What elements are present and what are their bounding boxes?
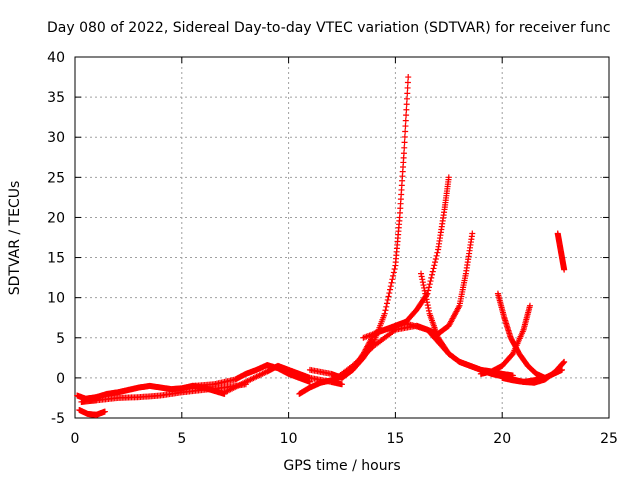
x-tick-label: 10 [280,431,298,447]
y-tick-label: 30 [47,130,65,146]
data-point [101,408,108,415]
data-point [428,274,435,281]
plot-frame [74,56,610,419]
data-point [560,359,567,366]
data-point [404,84,411,91]
data-point [425,304,432,311]
y-tick-label: 10 [47,291,65,307]
x-tick-label: 5 [177,431,186,447]
data-point [339,381,345,388]
data-point [431,262,438,269]
data-point [403,112,410,119]
data-point [427,278,434,285]
data-point [432,255,439,262]
series-track-f [296,74,412,397]
x-tick-label: 0 [71,431,80,447]
data-point [401,133,408,140]
data-point [389,276,396,283]
data-point [561,358,568,365]
data-point [425,307,432,314]
data-point [391,266,398,273]
data-point [433,252,440,259]
data-point [421,287,428,294]
series-track-n [554,230,568,273]
data-point [384,300,391,307]
series-track-d [189,362,313,389]
x-tick-label: 20 [493,431,511,447]
data-point [419,279,426,286]
data-point [430,265,437,272]
y-tick-label: 35 [47,90,65,106]
data-point [403,95,410,102]
data-point [434,249,441,256]
y-tick-label: -5 [51,411,65,427]
data-point [400,150,407,157]
data-point [422,290,429,297]
series-track-b [76,406,108,418]
data-point [429,271,436,278]
y-axis-label: SDTVAR / TECUs [7,181,23,296]
data-point [424,302,431,309]
x-tick-labels: 0 5 10 15 20 25 [71,431,618,447]
data-point [424,299,431,306]
data-point [418,273,425,280]
data-point [386,290,393,297]
data-point [445,174,452,181]
data-point [559,360,566,367]
data-point [526,302,533,309]
data-point [418,270,425,277]
chart-title: Day 080 of 2022, Sidereal Day-to-day VTE… [47,20,611,36]
data-point [404,90,411,97]
y-tick-label: 5 [56,331,65,347]
y-tick-labels: -5 0 5 10 15 20 25 30 35 40 [47,50,65,427]
y-tick-label: 0 [56,371,65,387]
data-point [381,310,388,317]
y-tick-label: 20 [47,210,65,226]
data-point [402,117,409,124]
data-point [423,296,430,303]
series-track-h [328,230,476,385]
data-point [432,259,439,266]
data-point [405,74,412,81]
series-track-g [306,174,452,381]
data-point [426,281,433,288]
data-point [388,279,395,286]
data-point [387,283,394,290]
data-point [403,101,410,108]
data-point [420,282,427,289]
y-tick-label: 25 [47,170,65,186]
data-point [385,293,392,300]
data-point [387,286,394,293]
data-point [401,139,408,146]
data-point [561,266,568,273]
series-track-l [477,302,533,377]
x-tick-label: 15 [386,431,404,447]
x-axis-label: GPS time / hours [283,458,400,474]
data-point [390,272,397,279]
data-point [390,269,397,276]
data-point [382,307,389,314]
data-point [403,106,410,113]
y-tick-label: 15 [47,251,65,267]
data-point [421,284,428,291]
data-point [402,123,409,130]
data-point [469,230,476,237]
ticks [74,56,610,419]
data-point [404,79,411,86]
data-point [419,276,426,283]
data-point [429,268,436,275]
series-track-a [74,382,228,402]
y-tick-label: 40 [47,50,65,66]
x-tick-label: 25 [600,431,618,447]
data-point [383,303,390,310]
data-point [422,293,429,300]
data-point [402,128,409,135]
data-point [401,144,408,151]
data-points [74,74,568,418]
series-track-m [499,358,568,386]
data-point [384,296,391,303]
